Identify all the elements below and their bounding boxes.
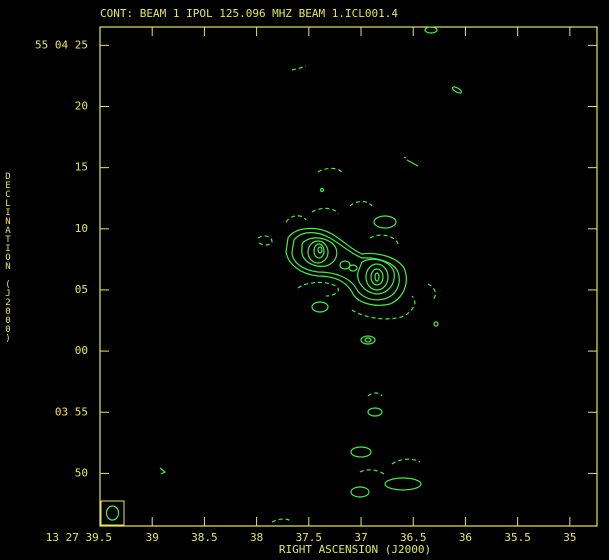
- x-tick-label: 13 27 39.5: [46, 531, 112, 544]
- y-tick-label: 55 04 25: [35, 38, 88, 51]
- contours: [159, 26, 463, 523]
- y-tick-label: 50: [75, 466, 88, 479]
- x-tick-label: 36.5: [400, 531, 427, 544]
- x-tick-label: 35.5: [504, 531, 531, 544]
- x-tick-label: 36: [459, 531, 472, 544]
- x-axis-label: RIGHT ASCENSION (J2000): [279, 543, 431, 556]
- y-tick-label: 00: [75, 344, 88, 357]
- y-tick-label: 15: [75, 161, 88, 174]
- x-tick-label: 37: [354, 531, 367, 544]
- y-axis-label: DECLINATION (J2000): [3, 172, 13, 343]
- y-tick-label: 10: [75, 222, 88, 235]
- beam-box: [100, 500, 125, 526]
- y-tick-label: 03 55: [55, 405, 88, 418]
- x-tick-label: 38: [250, 531, 263, 544]
- x-tick-label: 37.5: [296, 531, 323, 544]
- x-tick-label: 39: [146, 531, 159, 544]
- x-tick-label: 35: [563, 531, 576, 544]
- chart-header: CONT: BEAM 1 IPOL 125.096 MHZ BEAM 1.ICL…: [100, 7, 398, 20]
- y-tick-label: 20: [75, 99, 88, 112]
- y-tick-label: 05: [75, 283, 88, 296]
- x-tick-label: 38.5: [191, 531, 218, 544]
- beam-ellipse: [105, 505, 120, 521]
- plot-frame: [99, 26, 598, 527]
